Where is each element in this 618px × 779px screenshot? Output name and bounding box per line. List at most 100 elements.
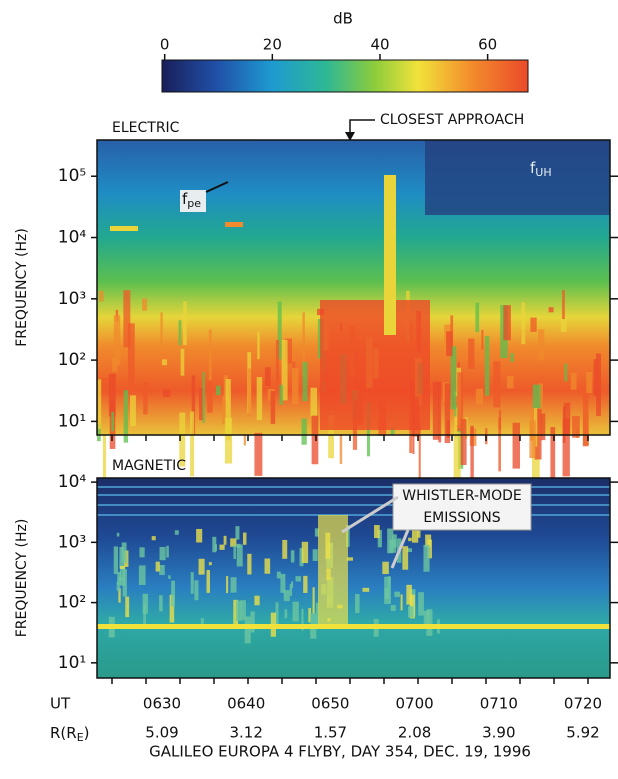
- spectrogram-texture: [120, 565, 125, 569]
- footer: GALILEO EUROPA 4 FLYBY, DAY 354, DEC. 19…: [149, 743, 531, 761]
- spectrogram-texture: [315, 602, 319, 629]
- spectrogram-texture: [289, 583, 293, 596]
- spectrogram-texture: [113, 546, 119, 575]
- x-axis-label: UT: [50, 695, 71, 713]
- spectrogram-texture: [110, 226, 138, 231]
- spectrogram-texture: [299, 547, 304, 567]
- spectrogram-texture: [503, 305, 511, 341]
- y-tick-label: 10³: [58, 532, 86, 552]
- spectrogram-texture: [169, 594, 175, 623]
- spectrogram-texture: [312, 587, 315, 614]
- spectrogram-texture: [117, 571, 121, 585]
- spectrogram-texture: [127, 323, 135, 387]
- spectrogram-texture: [284, 609, 288, 619]
- spectrogram-texture: [254, 595, 260, 606]
- spectrogram-texture: [417, 530, 421, 538]
- spectrogram-texture: [123, 290, 131, 348]
- spectrogram-texture: [521, 302, 526, 345]
- annotation: EMISSIONS: [423, 510, 500, 526]
- colorbar-tick-label: 0: [160, 36, 170, 54]
- spectrogram-texture: [236, 600, 242, 621]
- spectrogram-texture: [394, 591, 401, 598]
- spectrogram-texture: [423, 544, 430, 572]
- spectrogram-texture: [254, 432, 263, 476]
- spectrogram-texture: [130, 395, 136, 427]
- spectrogram-texture: [202, 371, 205, 424]
- x-tick-label: 0630: [143, 695, 181, 713]
- annotation-box: [180, 190, 206, 212]
- spectrogram-texture: [498, 410, 502, 430]
- spectrogram-texture: [311, 415, 319, 465]
- spectrogram-texture: [174, 530, 179, 535]
- spectrogram-texture: [276, 571, 281, 579]
- spectrogram-texture: [194, 580, 199, 601]
- spectrogram-texture: [406, 584, 412, 605]
- spectrogram-texture: [191, 375, 196, 435]
- spectrogram-texture: [457, 372, 464, 431]
- annotation-arrow: [341, 495, 399, 534]
- y-tick-label: 10⁴: [58, 228, 87, 248]
- annotation: WHISTLER-MODE: [402, 488, 522, 504]
- row-label: R(RE): [50, 724, 90, 745]
- x-tick-label: 0650: [311, 695, 349, 713]
- spectrogram-texture: [532, 384, 541, 409]
- spectrogram-texture: [171, 580, 176, 607]
- range-value: 5.09: [145, 724, 178, 742]
- spectrogram-texture: [475, 302, 480, 333]
- spectrogram-texture: [224, 417, 233, 464]
- spectrogram-texture: [460, 419, 467, 465]
- spectrogram-texture: [481, 329, 484, 350]
- spectrogram-texture: [530, 317, 537, 332]
- spectrogram-texture: [529, 420, 536, 459]
- spectrogram-texture: [163, 389, 171, 397]
- spectrogram-texture: [432, 381, 440, 440]
- spectrogram-texture: [225, 222, 243, 227]
- spectrogram-texture: [470, 425, 474, 489]
- annotation-box: [392, 483, 532, 531]
- spectrogram-texture: [550, 427, 556, 483]
- spectrogram-texture: [264, 558, 271, 574]
- spectrogram-texture: [562, 418, 570, 477]
- spectrogram-texture: [560, 318, 567, 333]
- y-axis-label: FREQUENCY (Hz): [14, 519, 30, 638]
- spectrogram-texture: [199, 387, 203, 421]
- y-tick-label: 10¹: [58, 411, 86, 431]
- panel-title: ELECTRIC: [112, 120, 180, 136]
- spectrogram-texture: [236, 544, 243, 567]
- colorbar-ticks: 0 20 40 60: [160, 36, 497, 60]
- spectrogram-texture: [301, 608, 304, 631]
- spectrogram-texture: [116, 532, 120, 537]
- colorbar: [161, 59, 529, 93]
- spectrogram-texture: [159, 595, 163, 612]
- spectrogram-texture: [123, 390, 129, 443]
- panel-title: MAGNETIC: [112, 458, 186, 474]
- annotation: fpe: [182, 190, 201, 211]
- x-tick-label: 0710: [480, 695, 518, 713]
- row-label-close: ): [84, 724, 90, 742]
- range-value: 5.92: [566, 724, 599, 742]
- spectrogram-texture: [143, 602, 146, 629]
- spectrogram-texture: [168, 575, 171, 579]
- annotation-arrow: [390, 529, 410, 569]
- spectrogram-texture: [475, 388, 484, 405]
- spectrogram-texture: [230, 577, 237, 593]
- spectrogram-texture: [384, 588, 390, 600]
- spectrogram-texture: [208, 562, 212, 566]
- y-axis-label: FREQUENCY (Hz): [14, 228, 30, 347]
- spectrogram-texture: [118, 588, 121, 603]
- spectrogram-patch: [425, 140, 610, 215]
- annotation-subscript: pe: [187, 197, 201, 210]
- spectrogram-texture: [291, 368, 299, 405]
- panel: ELECTRIC FREQUENCY (Hz) 10¹ 10² 10³ 10⁴ 10⁵ CLO…: [14, 112, 618, 489]
- spectrogram-background: [97, 478, 610, 678]
- arrow-head: [345, 132, 355, 141]
- x-tick-label: 0700: [396, 695, 434, 713]
- range-value: 3.12: [229, 724, 262, 742]
- spectrogram-texture: [122, 569, 127, 597]
- spectrogram-texture: [200, 618, 204, 628]
- spectrogram-texture: [223, 535, 227, 545]
- spectrogram-texture: [493, 361, 501, 408]
- spectrogram-texture: [97, 423, 101, 442]
- spectrogram-texture: [97, 379, 102, 429]
- spectrogram-texture: [400, 594, 403, 611]
